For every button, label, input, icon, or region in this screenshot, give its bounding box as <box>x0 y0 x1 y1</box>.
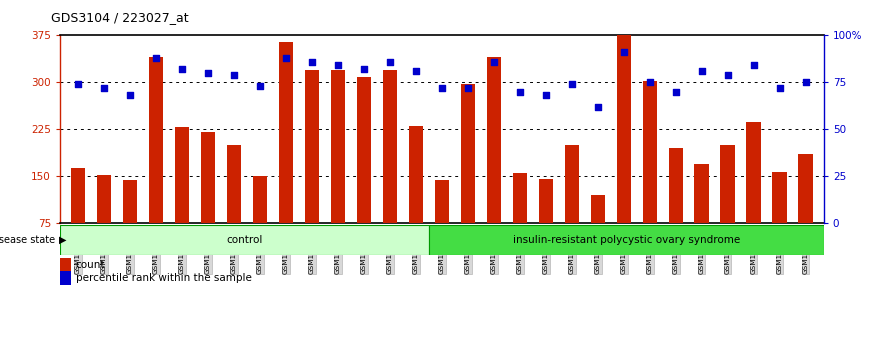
Point <box>175 66 189 72</box>
Bar <box>382 70 397 223</box>
Bar <box>226 145 241 223</box>
Bar <box>590 195 605 223</box>
Bar <box>97 175 111 223</box>
FancyBboxPatch shape <box>429 225 824 255</box>
Point <box>435 85 449 91</box>
Text: ▶: ▶ <box>59 235 67 245</box>
Text: disease state: disease state <box>0 235 56 245</box>
Bar <box>305 70 319 223</box>
Point <box>746 63 760 68</box>
Bar <box>123 181 137 223</box>
Point <box>357 66 371 72</box>
Point <box>97 85 111 91</box>
Bar <box>773 172 787 223</box>
Bar <box>513 173 527 223</box>
Point <box>227 72 241 78</box>
Bar <box>694 164 709 223</box>
Point <box>669 89 683 95</box>
Bar <box>278 42 293 223</box>
Point <box>486 59 500 64</box>
Point <box>721 72 735 78</box>
Point <box>149 55 163 61</box>
Text: insulin-resistant polycystic ovary syndrome: insulin-resistant polycystic ovary syndr… <box>513 235 740 245</box>
Bar <box>174 127 189 223</box>
Point <box>617 50 631 55</box>
Bar <box>565 145 579 223</box>
Bar <box>642 81 657 223</box>
Bar <box>669 148 683 223</box>
Text: control: control <box>226 235 263 245</box>
Point <box>694 68 708 74</box>
Text: GDS3104 / 223027_at: GDS3104 / 223027_at <box>51 11 189 24</box>
Point <box>201 70 215 76</box>
Bar <box>617 35 631 223</box>
Bar <box>798 154 812 223</box>
Point <box>590 104 604 109</box>
Point <box>461 85 475 91</box>
Point <box>538 93 552 98</box>
Bar <box>201 132 215 223</box>
Point <box>565 81 579 87</box>
Bar <box>461 84 475 223</box>
Text: count: count <box>76 261 105 270</box>
Point <box>383 59 397 64</box>
Bar <box>71 168 85 223</box>
Point <box>279 55 293 61</box>
Bar <box>538 179 553 223</box>
FancyBboxPatch shape <box>60 225 429 255</box>
Bar <box>746 122 760 223</box>
Bar <box>330 70 345 223</box>
Text: percentile rank within the sample: percentile rank within the sample <box>76 273 252 283</box>
Point <box>409 68 423 74</box>
Bar <box>721 145 735 223</box>
Bar <box>409 126 423 223</box>
Point <box>305 59 319 64</box>
Point <box>253 83 267 89</box>
Point <box>642 79 656 85</box>
Point <box>331 63 345 68</box>
Bar <box>486 57 501 223</box>
Bar <box>149 57 163 223</box>
Bar <box>253 176 267 223</box>
Bar <box>434 181 449 223</box>
Bar <box>357 77 371 223</box>
Point <box>71 81 85 87</box>
Point <box>773 85 787 91</box>
Point <box>513 89 527 95</box>
Point <box>798 79 812 85</box>
Point <box>123 93 137 98</box>
